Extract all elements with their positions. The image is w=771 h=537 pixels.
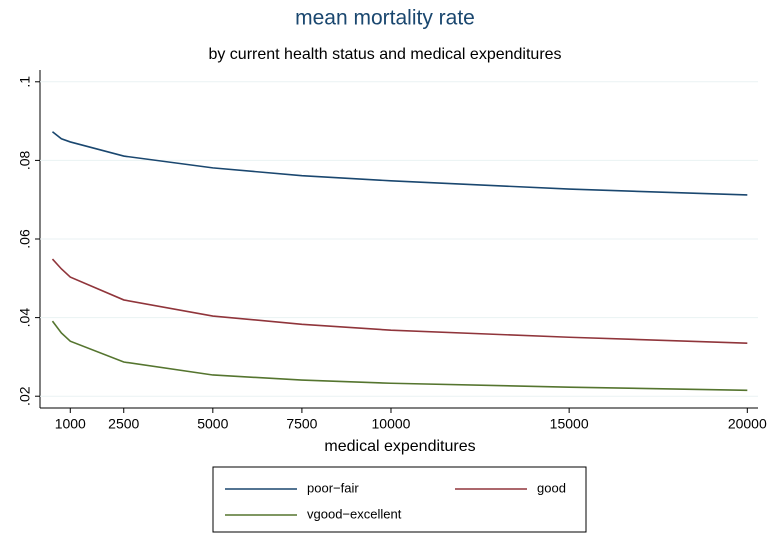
line-series	[51, 258, 748, 344]
line-series	[51, 320, 748, 392]
x-axis-label: medical expenditures	[324, 438, 475, 455]
x-tick-label: 10000	[372, 416, 411, 432]
y-tick-label: .04	[17, 308, 33, 328]
x-tick-label: 5000	[197, 416, 228, 432]
y-tick-label: .1	[17, 76, 33, 88]
x-tick-label: 15000	[550, 416, 589, 432]
legend-box	[212, 466, 587, 533]
legend-label: vgood−excellent	[307, 506, 402, 521]
chart-title: mean mortality rate	[295, 7, 475, 30]
x-tick-label: 7500	[286, 416, 317, 432]
x-tick-label: 2500	[108, 416, 139, 432]
x-tick-label: 20000	[728, 416, 767, 432]
chart-subtitle: by current health status and medical exp…	[208, 46, 561, 63]
y-tick-label: .06	[17, 229, 33, 249]
x-tick-label: 1000	[55, 416, 86, 432]
line-series	[51, 131, 748, 196]
legend-label: poor−fair	[307, 480, 359, 495]
y-tick-label: .02	[17, 386, 33, 406]
legend-label: good	[537, 480, 566, 495]
y-tick-label: .08	[17, 150, 33, 170]
